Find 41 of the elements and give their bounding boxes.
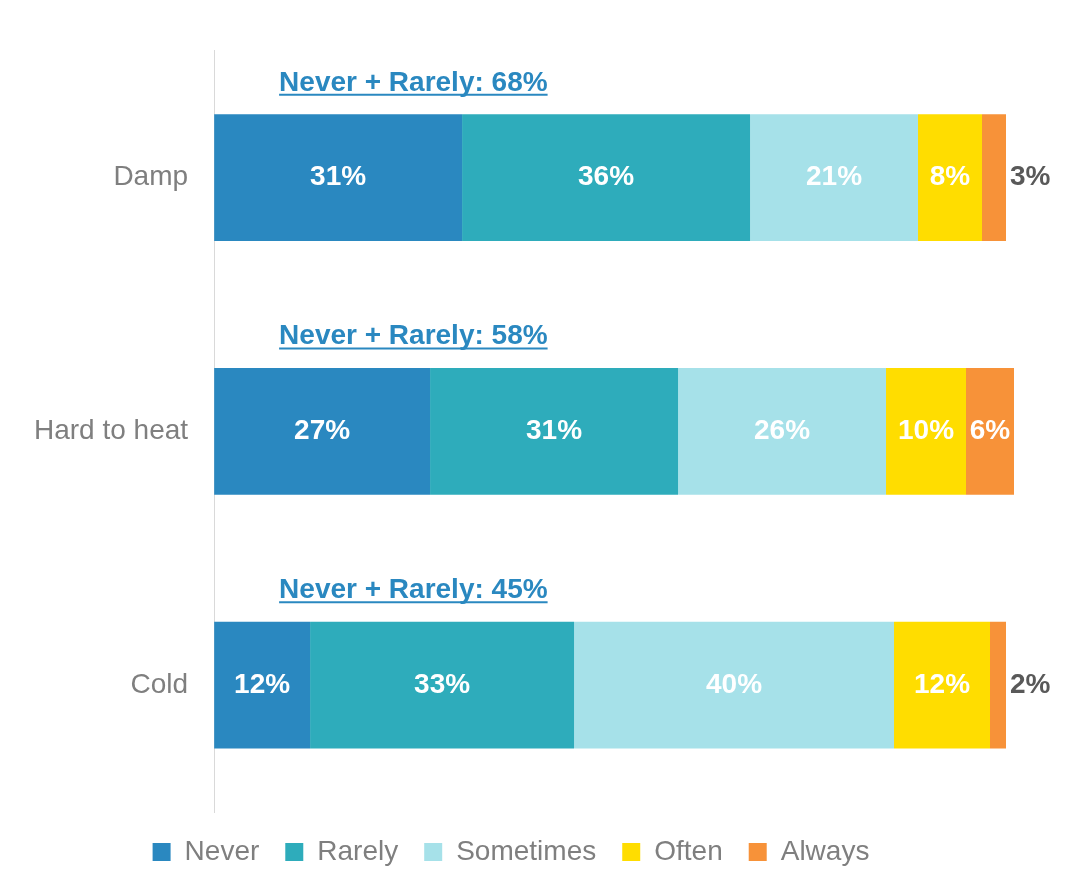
data-label: 27% xyxy=(294,414,351,446)
bar xyxy=(214,621,311,749)
data-label: 8% xyxy=(929,160,971,192)
bar xyxy=(918,114,982,242)
data-label: 21% xyxy=(806,160,863,192)
bar xyxy=(750,114,919,242)
y-tick-label: Damp xyxy=(113,160,189,192)
bar xyxy=(678,367,887,495)
bar xyxy=(982,114,1006,242)
bar xyxy=(574,621,895,749)
legend-label: Never xyxy=(184,834,260,866)
bar xyxy=(886,367,967,495)
data-label: 31% xyxy=(526,414,583,446)
legend-label: Often xyxy=(654,834,723,866)
y-tick-label: Hard to heat xyxy=(33,414,189,446)
bar xyxy=(990,621,1006,749)
y-tick-label: Cold xyxy=(130,667,189,699)
legend-label: Sometimes xyxy=(456,834,597,866)
data-label: 2% xyxy=(1010,667,1051,699)
bar xyxy=(214,367,431,495)
data-label: 6% xyxy=(969,414,1011,446)
data-label: 3% xyxy=(1010,160,1051,192)
data-label: 10% xyxy=(897,414,955,446)
bar xyxy=(214,114,463,242)
data-label: 40% xyxy=(706,667,763,699)
annotation: Never + Rarely: 68% xyxy=(279,65,548,97)
annotation: Never + Rarely: 45% xyxy=(279,573,548,605)
legend-label: Always xyxy=(780,834,870,866)
bar xyxy=(462,114,751,242)
bar xyxy=(966,367,1014,495)
data-label: 33% xyxy=(414,667,471,699)
data-label: 12% xyxy=(234,667,291,699)
annotation: Never + Rarely: 58% xyxy=(279,319,548,351)
bar xyxy=(430,367,679,495)
bar xyxy=(310,621,575,749)
bar xyxy=(894,621,990,749)
legend-label: Rarely xyxy=(317,834,399,866)
data-label: 36% xyxy=(578,160,635,192)
data-label: 12% xyxy=(913,667,971,699)
data-label: 26% xyxy=(754,414,811,446)
data-label: 31% xyxy=(310,160,367,192)
